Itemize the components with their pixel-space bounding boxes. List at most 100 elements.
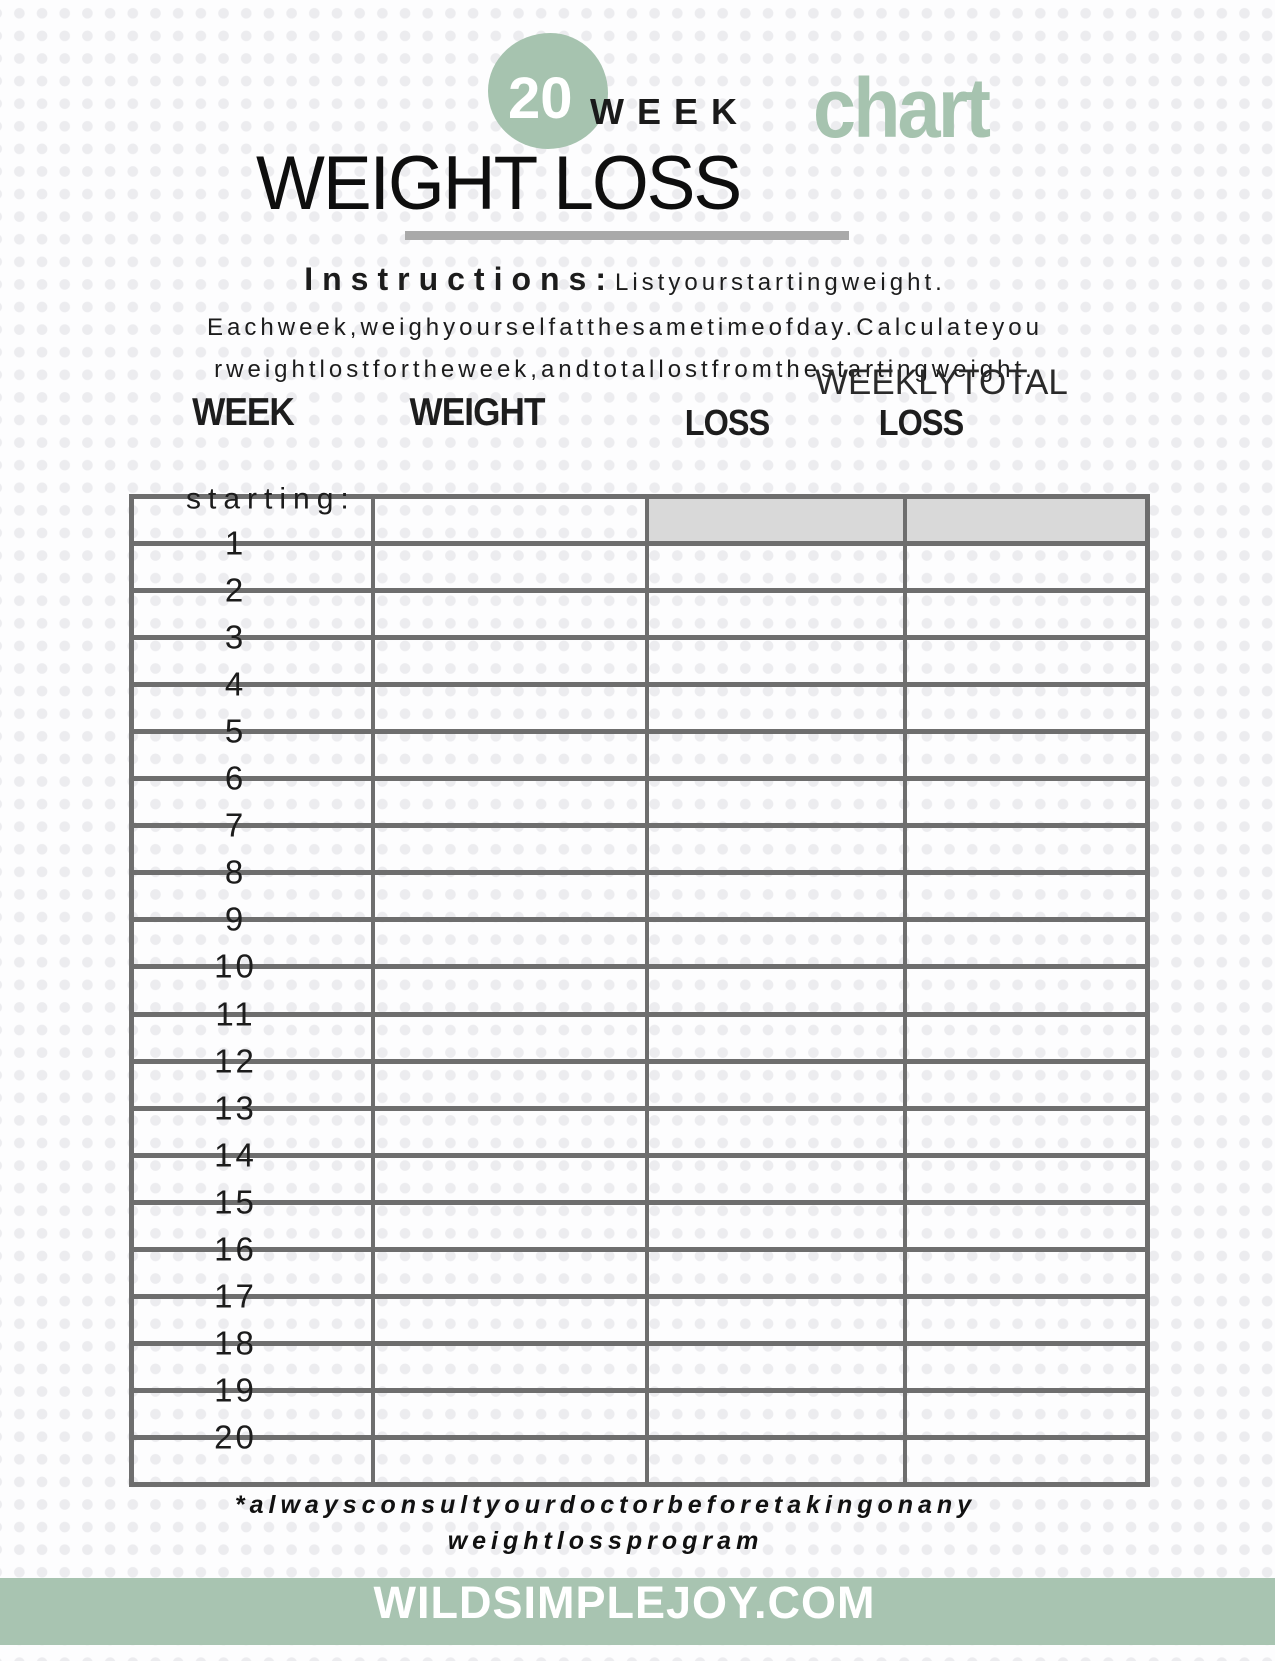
entry-cell (903, 546, 1145, 589)
entry-cell (903, 1298, 1145, 1341)
week-label-cell: 19 (134, 1373, 371, 1435)
instructions-text-2: Eachweek,weighyourselfatthesametimeofday… (207, 314, 1043, 341)
week-label-cell: 7 (134, 809, 371, 870)
entry-cell (903, 1204, 1145, 1247)
column-header-weight: WEIGHT (409, 391, 546, 434)
week-label-cell: 18 (134, 1326, 371, 1388)
entry-cell (903, 1157, 1145, 1200)
entry-cell (903, 1392, 1145, 1435)
week-label-cell: 6 (134, 762, 371, 823)
entry-cell (371, 875, 645, 918)
column-header-week: WEEK (192, 391, 295, 434)
entry-cell (371, 1439, 645, 1482)
entry-cell (371, 687, 645, 730)
header-week-label: WEEK (590, 91, 750, 132)
week-number-label: 8 (224, 853, 247, 891)
week-label-cell: 2 (134, 574, 371, 635)
column-header-total-loss: LOSS (878, 402, 965, 443)
footer-bar: WILDSIMPLEJOY.COM (0, 1578, 1275, 1645)
weekly-total-super-header: WEEKLYTOTAL (815, 363, 1068, 402)
entry-cell (371, 1345, 645, 1388)
entry-cell (903, 828, 1145, 871)
table-row: 3 (134, 621, 1145, 683)
week-number-label: 20 (214, 1418, 257, 1456)
entry-cell (903, 1016, 1145, 1059)
instructions-text-3: rweightlostfortheweek,andtotallostfromth… (214, 356, 1036, 383)
table-row: starting: (134, 484, 1145, 542)
table-row: 7 (134, 809, 1145, 871)
week-label-cell: 12 (134, 1044, 371, 1106)
entry-cell (645, 922, 903, 965)
entry-cell (645, 1016, 903, 1059)
entry-cell (371, 1157, 645, 1200)
table-row: 6 (134, 762, 1145, 824)
table-row: 20 (134, 1420, 1145, 1482)
entry-cell (903, 640, 1145, 683)
week-number-label: 4 (224, 665, 247, 703)
entry-cell (371, 499, 645, 542)
entry-cell (645, 640, 903, 683)
week-number-label: 13 (214, 1089, 257, 1127)
entry-cell (903, 781, 1145, 824)
table-row: 18 (134, 1326, 1145, 1388)
entry-cell (371, 922, 645, 965)
entry-cell (903, 1110, 1145, 1153)
week-number-label: 5 (224, 712, 247, 750)
table-row: 1 (134, 527, 1145, 589)
table-row: 14 (134, 1138, 1145, 1200)
table-row: 10 (134, 950, 1145, 1012)
disclaimer: *alwaysconsultyourdoctorbeforetakingonan… (95, 1487, 1116, 1559)
column-header-weekly-loss: LOSS (684, 402, 771, 443)
entry-cell (903, 875, 1145, 918)
week-number-label: 6 (224, 759, 247, 797)
entry-cell (371, 828, 645, 871)
table-row: 19 (134, 1373, 1145, 1435)
entry-cell (371, 1251, 645, 1294)
entry-cell (645, 1063, 903, 1106)
week-label-cell: 14 (134, 1138, 371, 1200)
week-number-label: 3 (224, 618, 247, 656)
week-number-label: 19 (214, 1371, 257, 1409)
week-number-label: 14 (214, 1136, 257, 1174)
entry-cell (371, 1298, 645, 1341)
entry-cell (645, 1345, 903, 1388)
week-label-cell: 16 (134, 1232, 371, 1294)
week-label-cell: starting: (134, 484, 371, 541)
header-chart-label: chart (813, 61, 991, 155)
entry-cell (903, 687, 1145, 730)
entry-cell (645, 781, 903, 824)
table-row: 12 (134, 1044, 1145, 1106)
entry-cell (903, 734, 1145, 777)
badge-number: 20 (508, 66, 573, 131)
table-row: 8 (134, 856, 1145, 918)
week-number-label: 1 (224, 524, 247, 562)
week-label-cell: 8 (134, 856, 371, 917)
week-label-cell: 17 (134, 1279, 371, 1341)
entry-cell (371, 1392, 645, 1435)
table-row: 16 (134, 1232, 1145, 1294)
week-label-cell: 15 (134, 1185, 371, 1247)
entry-cell (645, 1439, 903, 1482)
week-number-label: 17 (214, 1277, 257, 1315)
entry-cell (371, 781, 645, 824)
entry-cell (903, 922, 1145, 965)
table-row: 5 (134, 715, 1145, 777)
entry-cell (645, 1157, 903, 1200)
entry-cell (371, 1110, 645, 1153)
week-number-label: 7 (224, 806, 247, 844)
entry-cell (645, 1392, 903, 1435)
week-number-label: 9 (224, 900, 247, 938)
entry-cell (903, 969, 1145, 1012)
table-row: 17 (134, 1279, 1145, 1341)
week-label-cell: 9 (134, 903, 371, 964)
entry-cell (645, 499, 903, 542)
entry-cell (903, 1251, 1145, 1294)
table-row: 2 (134, 574, 1145, 636)
title-underline-bar (405, 231, 849, 240)
instructions-block: Instructions:Listyourstartingweight. Eac… (120, 258, 1130, 391)
week-number-label: 16 (214, 1230, 257, 1268)
entry-cell (371, 1063, 645, 1106)
week-number-label: 12 (214, 1042, 257, 1080)
entry-cell (645, 734, 903, 777)
